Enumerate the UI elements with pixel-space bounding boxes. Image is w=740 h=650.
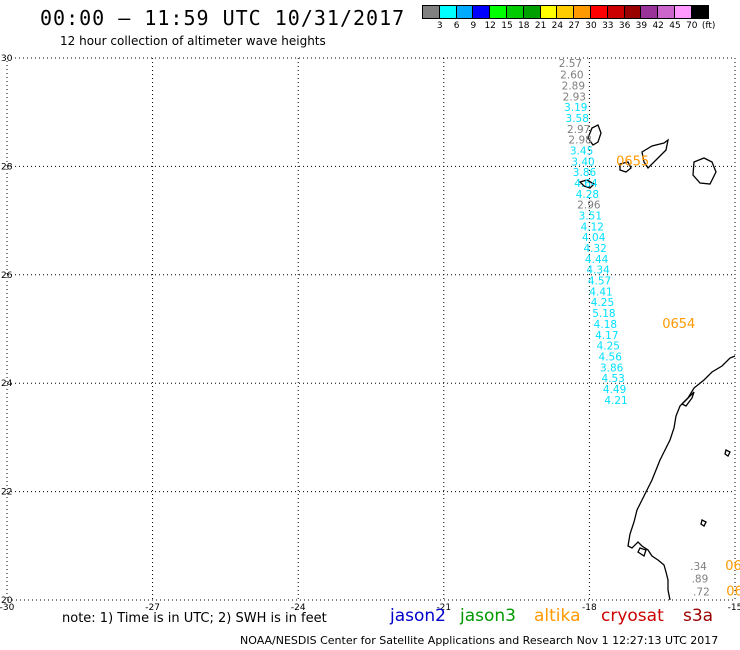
wave-height-value: 3.86 bbox=[573, 167, 597, 179]
x-tick-label: -30 bbox=[0, 603, 15, 613]
wave-height-value: 4.21 bbox=[604, 395, 627, 407]
wave-height-value: 4.64 bbox=[574, 178, 598, 190]
island-gran-canaria bbox=[692, 157, 717, 185]
wave-height-value: 4.56 bbox=[599, 351, 623, 363]
wave-height-value: 4.28 bbox=[576, 189, 599, 201]
map-frame bbox=[6, 57, 736, 601]
track-id-labels: 0655 0654 0653 0652 bbox=[616, 154, 740, 599]
color-scale-label: 42 bbox=[652, 21, 664, 31]
x-tick-label: -18 bbox=[582, 603, 597, 613]
cap-blanc-coast bbox=[637, 547, 647, 558]
color-scale-label: 9 bbox=[470, 21, 477, 31]
wave-height-value: 4.34 bbox=[586, 265, 610, 277]
color-scale-label: 36 bbox=[618, 21, 631, 31]
wave-height-value: 2.60 bbox=[560, 70, 583, 82]
color-scale-labels: 3 6 9 12 15 18 21 24 27 30 33 36 39 42 45 70 (ft) bbox=[422, 21, 740, 33]
island-hierro bbox=[578, 179, 596, 189]
color-scale-label: 15 bbox=[501, 21, 513, 31]
x-tick-label: -21 bbox=[436, 603, 451, 613]
wave-height-value: 4.44 bbox=[585, 254, 609, 266]
wave-height-value: 4.04 bbox=[582, 232, 606, 244]
satellite-legend-altika: altika bbox=[534, 606, 581, 626]
wave-height-value: 4.57 bbox=[588, 276, 611, 288]
y-tick-label: 24 bbox=[1, 379, 13, 389]
coastline bbox=[578, 124, 736, 601]
wave-height-value: 4.49 bbox=[603, 384, 626, 396]
african-coastline bbox=[627, 355, 736, 601]
color-scale-label: 18 bbox=[518, 21, 530, 31]
color-swatch bbox=[690, 5, 709, 19]
color-scale-label: 27 bbox=[568, 21, 580, 31]
wave-height-value: 2.98 bbox=[568, 135, 591, 147]
wave-height-value: 2.96 bbox=[577, 200, 601, 212]
wave-height-value: 3.19 bbox=[564, 102, 587, 114]
wave-height-value: 4.18 bbox=[594, 319, 617, 331]
color-scale-label: 45 bbox=[669, 21, 681, 31]
track-id-label: 0655 bbox=[616, 154, 649, 169]
color-scale-label: 33 bbox=[602, 21, 614, 31]
wave-height-value: 4.53 bbox=[601, 373, 624, 385]
wave-height-value: 3.45 bbox=[570, 145, 593, 157]
wave-height-value: 3.58 bbox=[566, 113, 589, 125]
map-title: 00:00 – 11:59 UTC 10/31/2017 bbox=[40, 6, 406, 30]
wave-height-value: .34 bbox=[690, 561, 707, 573]
track-id-label: 0654 bbox=[662, 317, 695, 332]
axis-tick-labels: -30 -27 -24 -21 -18 -15 30 28 26 24 22 20 bbox=[0, 54, 740, 613]
wave-height-value: 3.51 bbox=[579, 211, 602, 223]
island-la-palma bbox=[587, 124, 602, 146]
color-scale-label: 30 bbox=[585, 21, 597, 31]
wave-height-value: 2.93 bbox=[563, 91, 586, 103]
color-scale-label: 70 bbox=[686, 21, 698, 31]
wave-height-value: 3.86 bbox=[600, 362, 624, 374]
altimeter-tracks: 2.572.602.892.933.193.582.972.983.453.40… bbox=[559, 58, 710, 598]
map-grid bbox=[7, 58, 735, 600]
color-scale-label: 39 bbox=[635, 21, 648, 31]
island-tenerife bbox=[641, 138, 669, 170]
color-scale-label: 12 bbox=[484, 21, 496, 31]
wave-height-value: .89 bbox=[692, 574, 709, 586]
wave-height-value: 4.17 bbox=[595, 330, 618, 342]
wave-height-value: 4.12 bbox=[581, 221, 604, 233]
y-tick-label: 20 bbox=[1, 596, 13, 606]
satellite-legend-s3a: s3a bbox=[683, 606, 714, 626]
footer-credit: NOAA/NESDIS Center for Satellite Applica… bbox=[240, 634, 719, 647]
wave-height-value: 4.41 bbox=[589, 286, 612, 298]
x-tick-label: -24 bbox=[291, 603, 306, 613]
wave-height-value: 4.25 bbox=[591, 297, 614, 309]
satellite-legend-cryosat: cryosat bbox=[601, 606, 664, 626]
map-subtitle: 12 hour collection of altimeter wave hei… bbox=[60, 34, 326, 48]
y-tick-label: 26 bbox=[1, 271, 13, 281]
wave-height-value: 5.18 bbox=[592, 308, 615, 320]
island-la-gomera bbox=[619, 161, 632, 173]
color-scale-label: 3 bbox=[436, 21, 443, 31]
satellite-legend-jason2: jason2 bbox=[390, 606, 446, 626]
color-scale-label: 21 bbox=[534, 21, 547, 31]
wave-height-value: 2.89 bbox=[562, 80, 585, 92]
wave-height-value: 3.40 bbox=[571, 156, 594, 168]
color-scale-label: 24 bbox=[551, 21, 564, 31]
track-id-label: 0653 bbox=[725, 559, 740, 574]
color-scale-label: (ft) bbox=[701, 21, 716, 31]
color-scale-bar bbox=[422, 5, 709, 19]
dakhla-peninsula bbox=[680, 391, 695, 407]
color-scale-label: 6 bbox=[453, 21, 460, 31]
wave-height-value: 2.57 bbox=[559, 58, 582, 70]
y-tick-label: 28 bbox=[1, 162, 13, 172]
x-tick-label: -15 bbox=[728, 603, 740, 613]
satellite-legend-jason3: jason3 bbox=[460, 606, 516, 626]
wave-height-value: 4.25 bbox=[597, 341, 620, 353]
footer-note: note: 1) Time is in UTC; 2) SWH is in fe… bbox=[62, 611, 327, 626]
wave-height-value: .72 bbox=[693, 587, 710, 599]
island-small-2 bbox=[700, 519, 707, 527]
island-small-1 bbox=[724, 449, 731, 457]
y-tick-label: 30 bbox=[1, 54, 13, 64]
wave-height-value: 2.97 bbox=[567, 124, 590, 136]
x-tick-label: -27 bbox=[145, 603, 160, 613]
y-tick-label: 22 bbox=[1, 488, 12, 498]
track-id-label: 0652 bbox=[726, 585, 740, 600]
wave-height-value: 4.32 bbox=[583, 243, 606, 255]
